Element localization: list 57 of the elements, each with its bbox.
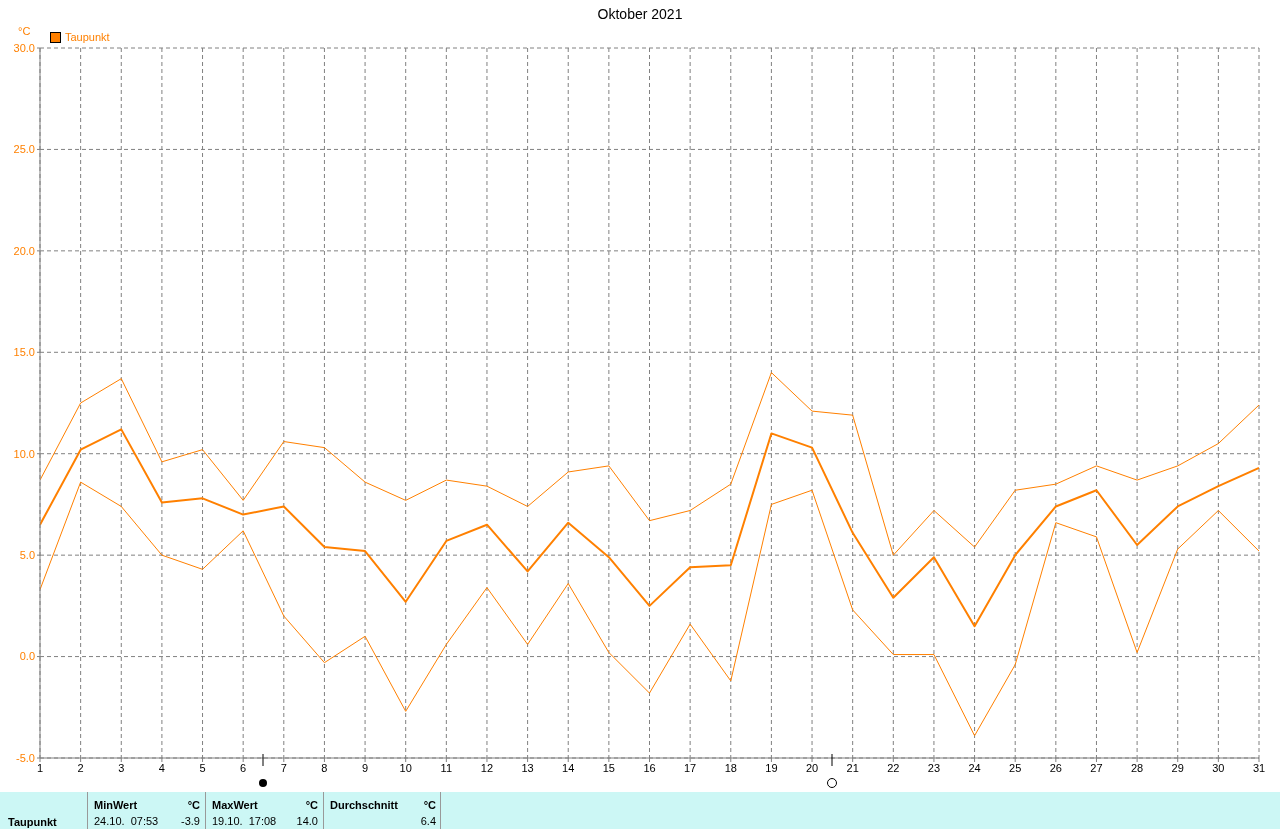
legend-label: Taupunkt (64, 31, 110, 43)
y-tick-label: 25.0 (13, 143, 35, 156)
y-tick-label: 30.0 (13, 41, 35, 54)
line-series (40, 481, 1259, 737)
x-tick-label: 30 (1212, 761, 1225, 774)
x-tick-label: 4 (158, 761, 165, 774)
text: 6.4 (419, 815, 436, 827)
x-tick-label: 23 (927, 761, 941, 774)
x-tick-label: 25 (1009, 761, 1022, 774)
y-tick-label: 0.0 (19, 650, 35, 663)
x-tick-label: 28 (1130, 761, 1144, 774)
x-tick-label: 26 (1049, 761, 1062, 774)
x-tick-label: 5 (199, 761, 206, 774)
x-tick-label: 10 (399, 761, 412, 774)
x-tick-label: 31 (1252, 761, 1266, 774)
x-tick-label: 8 (321, 761, 328, 774)
x-tick-label: 13 (521, 761, 534, 774)
text: MinWert (94, 799, 138, 811)
x-tick-label: 14 (562, 761, 575, 774)
line-series (40, 428, 1259, 628)
x-tick-label: 15 (602, 761, 615, 774)
x-tick-label: 7 (280, 761, 287, 774)
text: °C (186, 799, 200, 811)
text: 24.10. 07:53 (94, 815, 159, 827)
x-tick-label: 2 (77, 761, 84, 774)
x-tick-label: 20 (805, 761, 819, 774)
y-tick-label: 5.0 (19, 549, 35, 562)
text: 14.0 (295, 815, 318, 827)
x-tick-label: 6 (240, 761, 247, 774)
text: Durchschnitt (330, 799, 398, 811)
x-tick-label: 9 (362, 761, 369, 774)
y-tick-label: 15.0 (13, 346, 35, 359)
x-tick-label: 24 (968, 761, 981, 774)
x-tick-label: 27 (1090, 761, 1103, 774)
y-tick-label: 20.0 (13, 244, 35, 257)
x-tick-label: 16 (643, 761, 656, 774)
x-tick-label: 18 (724, 761, 737, 774)
text: °C (304, 799, 318, 811)
x-tick-label: 11 (440, 761, 453, 774)
text: MaxWert (212, 799, 258, 811)
text: -3.9 (180, 815, 200, 827)
x-tick-label: 21 (846, 761, 859, 774)
x-tick-label: 1 (36, 761, 44, 774)
text: °C (422, 799, 436, 811)
x-tick-label: 22 (887, 761, 900, 774)
x-tick-label: 29 (1171, 761, 1184, 774)
x-tick-label: 17 (684, 761, 697, 774)
x-tick-label: 19 (765, 761, 778, 774)
text: Taupunkt (8, 816, 57, 828)
y-tick-label: -5.0 (16, 751, 35, 764)
chart-title: Oktober 2021 (596, 6, 684, 22)
text: 19.10. 17:08 (212, 815, 277, 827)
line-series (40, 372, 1259, 556)
y-tick-label: 10.0 (13, 447, 35, 460)
x-tick-label: 12 (480, 761, 494, 774)
x-tick-label: 3 (118, 761, 125, 774)
y-axis-title: °C (18, 25, 31, 37)
